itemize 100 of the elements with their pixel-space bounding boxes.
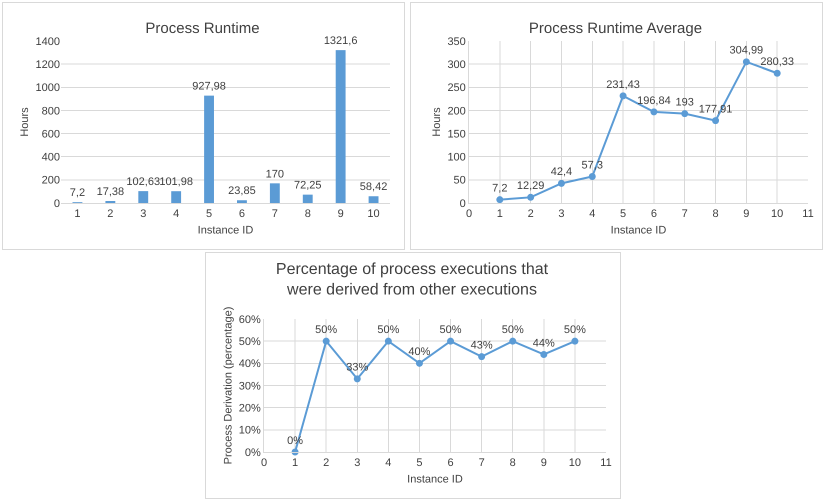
x-tick-label: 4 [173, 208, 180, 220]
data-label: 42,4 [550, 166, 572, 178]
point [571, 338, 578, 345]
data-label: 40% [408, 346, 431, 358]
y-tick-label: 150 [447, 128, 466, 140]
y-tick-label: 400 [42, 152, 60, 164]
data-label: 101,98 [159, 176, 193, 188]
data-label: 170 [266, 168, 284, 180]
y-axis-title: Hours [19, 106, 32, 137]
x-tick-label: 1 [74, 208, 81, 220]
data-label: 58,42 [360, 181, 388, 194]
y-tick-label: 60% [238, 314, 262, 326]
data-label: 1321,6 [324, 35, 358, 48]
data-label: 12,29 [516, 180, 544, 192]
data-label: 50% [315, 324, 338, 336]
x-tick-label: 5 [620, 208, 626, 220]
point [681, 110, 688, 118]
x-tick-label: 6 [238, 208, 246, 220]
chart-title: Process Runtime [145, 20, 260, 37]
bar [336, 50, 346, 203]
x-tick-label: 10 [771, 208, 784, 220]
data-label: 304,99 [730, 44, 764, 57]
x-tick-label: 5 [416, 457, 423, 470]
bar [171, 191, 182, 203]
bar [368, 196, 378, 203]
data-label: 280,33 [760, 56, 794, 68]
point [447, 338, 454, 345]
data-label: 927,98 [192, 80, 226, 93]
x-tick-label: 8 [712, 208, 719, 220]
x-tick-label: 3 [140, 208, 146, 220]
data-label: 50% [377, 324, 400, 336]
y-tick-label: 50 [454, 174, 466, 187]
x-tick-label: 10 [367, 208, 380, 220]
data-label: 7,2 [492, 182, 508, 195]
x-tick-label: 11 [802, 208, 814, 220]
x-axis-title: Instance ID [610, 224, 666, 236]
y-tick-label: 1200 [36, 58, 60, 71]
point [322, 338, 330, 345]
data-label: 72,25 [294, 180, 322, 192]
y-tick-label: 200 [447, 105, 466, 118]
y-tick-label: 600 [42, 128, 60, 140]
x-axis-title: Instance ID [198, 224, 254, 236]
y-tick-label: 20% [238, 402, 262, 415]
data-label: 43% [470, 340, 493, 352]
bar [270, 183, 280, 203]
data-label: 50% [564, 324, 586, 336]
x-tick-label: 9 [338, 208, 344, 220]
x-tick-label: 2 [323, 457, 330, 470]
point [774, 70, 781, 77]
chart-title: Process Runtime Average [528, 20, 702, 37]
y-tick-label: 30% [238, 380, 262, 392]
x-axis-title: Instance ID [407, 473, 463, 486]
point [588, 172, 596, 180]
point [384, 338, 392, 345]
y-tick-label: 50% [238, 336, 262, 348]
y-tick-label: 0% [244, 446, 262, 459]
y-tick-label: 100 [447, 152, 466, 164]
point [496, 196, 504, 204]
x-tick-label: 1 [292, 457, 298, 470]
x-tick-label: 4 [385, 457, 392, 470]
x-tick-label: 10 [568, 457, 582, 470]
point [540, 350, 548, 358]
data-label: 23,85 [228, 185, 256, 198]
data-label: 196,84 [637, 94, 671, 107]
x-tick-label: 7 [272, 208, 278, 220]
point [527, 194, 534, 201]
bar [204, 96, 214, 203]
bar [302, 194, 313, 203]
x-tick-label: 2 [107, 208, 114, 220]
point [416, 360, 423, 367]
data-label: 102,63 [126, 176, 160, 188]
y-tick-label: 1400 [36, 36, 60, 48]
data-label: 231,43 [606, 78, 640, 91]
x-tick-label: 11 [600, 457, 612, 470]
y-tick-label: 800 [42, 105, 60, 118]
y-tick-label: 0 [460, 198, 466, 210]
data-label: 17,38 [96, 186, 124, 198]
point [650, 108, 658, 116]
point [620, 92, 627, 100]
point [354, 375, 361, 382]
y-axis-title: Hours [431, 106, 444, 137]
x-tick-label: 3 [558, 208, 565, 220]
y-tick-label: 250 [447, 82, 466, 94]
y-tick-label: 0 [54, 198, 60, 210]
bar [237, 200, 247, 203]
y-tick-label: 10% [238, 424, 262, 437]
y-tick-label: 350 [447, 36, 466, 48]
x-tick-label: 7 [682, 208, 688, 220]
data-label: 44% [532, 337, 556, 350]
data-label: 193 [676, 96, 694, 109]
y-axis-title: Process Derivation (percentage) [222, 306, 234, 464]
y-tick-label: 40% [238, 358, 262, 370]
x-tick-label: 9 [540, 457, 547, 470]
y-tick-label: 300 [447, 58, 466, 71]
x-tick-label: 8 [510, 457, 516, 470]
point [742, 58, 750, 66]
data-label: 50% [502, 324, 524, 336]
x-tick-label: 6 [447, 457, 454, 470]
x-tick-label: 6 [650, 208, 657, 220]
x-tick-label: 8 [304, 208, 311, 220]
